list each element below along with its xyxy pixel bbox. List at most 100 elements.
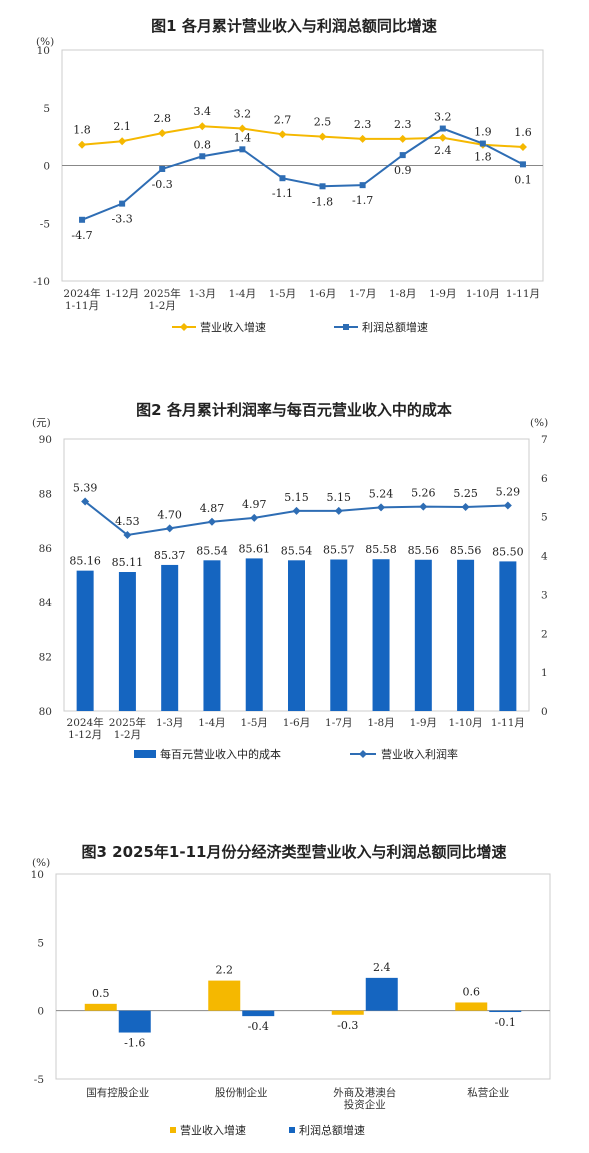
revenue-data-label: 2.3	[394, 118, 412, 131]
cost-bar	[203, 560, 221, 711]
cost-data-label: 85.37	[154, 549, 186, 562]
revenue-data-label: 2.8	[153, 112, 171, 125]
profit-data-label: -0.4	[248, 1020, 269, 1033]
y-tick-left: 90	[39, 434, 52, 446]
chart-1-x-tick: 1-12月	[105, 288, 139, 300]
chart-2-x-tick: 1-10月	[449, 717, 483, 729]
profit-growth-point	[319, 183, 326, 190]
revenue-growth-point	[438, 133, 447, 142]
cost-data-label: 85.54	[281, 544, 313, 557]
y-tick-left: 80	[39, 706, 52, 718]
chart-2-legend-margin: 营业收入利润率	[381, 747, 458, 761]
revenue-data-label: 2.7	[274, 113, 292, 126]
revenue-data-label: 2.4	[434, 144, 452, 157]
revenue-data-label: 1.8	[73, 124, 91, 137]
cost-bar	[499, 561, 517, 711]
profit-bar	[365, 977, 398, 1011]
chart-2-x-tick: 1-3月	[156, 717, 183, 729]
y-tick: 10	[37, 45, 50, 57]
cost-bar	[161, 564, 179, 711]
y-tick: 10	[31, 869, 44, 881]
profit-data-label: -4.7	[71, 229, 92, 242]
revenue-data-label: 2.2	[216, 964, 234, 977]
margin-data-label: 5.15	[327, 491, 352, 504]
chart-1-x-tick: 1-2月	[148, 300, 175, 312]
chart-1-x-tick: 1-3月	[189, 288, 216, 300]
revenue-growth-point	[518, 143, 527, 152]
profit-growth-line	[81, 127, 524, 221]
revenue-growth-point	[238, 124, 247, 133]
y-tick: 5	[43, 103, 50, 115]
profit-data-label: -3.3	[112, 213, 133, 226]
profit-data-label: -1.1	[272, 187, 293, 200]
y-tick: 0	[37, 1006, 44, 1018]
chart-3-legend: 营业收入增速 利润总额增速	[170, 1123, 365, 1137]
chart-2-x-tick: 2024年	[67, 716, 104, 729]
profit-bar	[118, 1010, 151, 1033]
chart-3-x-tick: 股份制企业	[215, 1086, 268, 1099]
profit-data-label: -0.3	[152, 178, 173, 191]
chart-2-x-tick: 1-2月	[114, 729, 141, 741]
margin-point	[250, 513, 259, 522]
profit-growth-point	[119, 200, 126, 207]
chart-2-y-unit-right: (%)	[530, 417, 548, 429]
y-tick-right: 3	[541, 589, 548, 601]
profit-data-label: 1.4	[234, 131, 252, 144]
chart-2-x-tick: 1-9月	[410, 717, 437, 729]
chart-1-x-tick: 2025年	[144, 287, 181, 300]
revenue-data-label: 2.1	[113, 120, 131, 133]
plot-border	[55, 873, 551, 1080]
revenue-data-label: 2.3	[354, 118, 372, 131]
cost-data-label: 85.56	[450, 544, 482, 557]
margin-line	[84, 500, 508, 537]
margin-data-label: 5.26	[411, 487, 436, 500]
revenue-bar	[455, 1002, 488, 1011]
chart-2-legend: 每百元营业收入中的成本 营业收入利润率	[134, 747, 458, 761]
y-tick-left: 86	[39, 543, 53, 555]
profit-growth-point	[159, 165, 166, 172]
profit-growth-point	[519, 161, 526, 168]
revenue-data-label: 3.4	[194, 105, 212, 118]
revenue-data-label: 0.6	[463, 985, 481, 998]
profit-data-label: 1.9	[474, 126, 492, 139]
chart-1-legend-profit: 利润总额增速	[362, 320, 428, 334]
revenue-data-label: 0.5	[92, 987, 110, 1000]
chart-2-legend-cost: 每百元营业收入中的成本	[160, 747, 281, 761]
chart-2-x-tick: 1-12月	[68, 729, 102, 741]
cost-bar	[245, 558, 263, 711]
chart-3-x-tick: 投资企业	[344, 1098, 386, 1111]
revenue-data-label: 1.8	[474, 151, 492, 164]
cost-data-label: 85.57	[323, 543, 355, 556]
margin-data-label: 4.53	[115, 515, 140, 528]
profit-data-label: 3.2	[434, 111, 452, 124]
revenue-growth-point	[318, 132, 327, 141]
y-tick: 0	[43, 161, 50, 173]
cost-bar	[118, 572, 136, 711]
chart-1-y-unit: (%)	[36, 36, 54, 48]
profit-data-label: 0.9	[394, 164, 412, 177]
y-tick-right: 7	[541, 434, 548, 446]
chart-3-title: 图3 2025年1-11月份分经济类型营业收入与利润总额同比增速	[82, 843, 507, 861]
chart-1-x-tick: 2024年	[63, 287, 100, 300]
chart-2-x-tick: 1-8月	[367, 717, 394, 729]
revenue-growth-point	[358, 134, 367, 143]
chart-2-x-tick: 1-11月	[491, 717, 525, 729]
profit-data-label: 2.4	[373, 961, 391, 974]
y-tick-left: 88	[39, 488, 52, 500]
profit-growth-point	[199, 153, 206, 160]
margin-point	[165, 524, 174, 533]
revenue-growth-point	[78, 140, 87, 149]
margin-data-label: 4.87	[200, 502, 225, 515]
cost-bar	[330, 559, 348, 711]
profit-growth-point	[279, 175, 286, 182]
chart-1-x-tick: 1-5月	[269, 288, 296, 300]
chart-3-x-tick: 外商及港澳台	[333, 1086, 396, 1099]
y-tick-right: 2	[541, 628, 548, 640]
profit-growth-point	[79, 216, 86, 223]
margin-point	[503, 501, 512, 510]
revenue-growth-point	[158, 129, 167, 138]
chart-3-x-tick: 私营企业	[467, 1086, 509, 1099]
cost-bar	[76, 570, 94, 711]
y-tick-left: 84	[39, 597, 53, 609]
y-tick-right: 0	[541, 706, 548, 718]
